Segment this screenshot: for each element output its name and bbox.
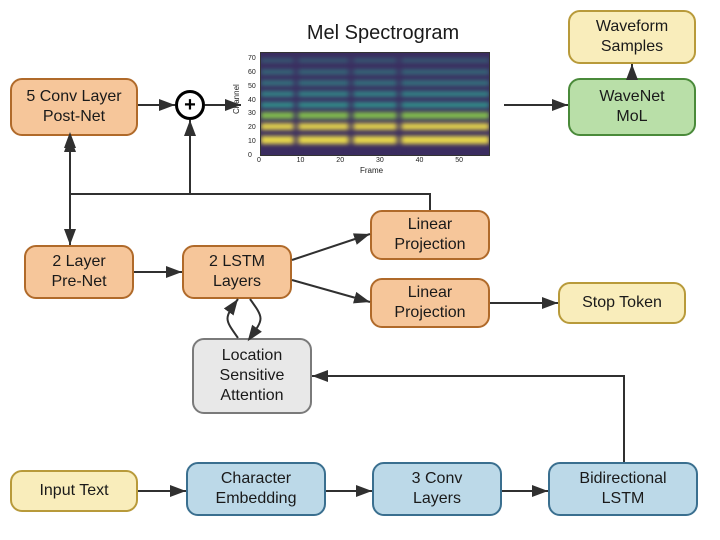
plus-junction-icon: + xyxy=(175,90,205,120)
bilstm-node: BidirectionalLSTM xyxy=(548,462,698,516)
postnet-node: 5 Conv LayerPost-Net xyxy=(10,78,138,136)
inputtext-node: Input Text xyxy=(10,470,138,512)
lstm-node: 2 LSTMLayers xyxy=(182,245,292,299)
linproj2-node: LinearProjection xyxy=(370,278,490,328)
mel-spectrogram-title: Mel Spectrogram xyxy=(288,22,478,45)
waveform-node: WaveformSamples xyxy=(568,10,696,64)
spectrogram-ylabel: Channel xyxy=(232,84,241,114)
conv3-node: 3 ConvLayers xyxy=(372,462,502,516)
attention-node: LocationSensitiveAttention xyxy=(192,338,312,414)
charembed-node: CharacterEmbedding xyxy=(186,462,326,516)
prenet-node: 2 LayerPre-Net xyxy=(24,245,134,299)
stoptoken-node: Stop Token xyxy=(558,282,686,324)
mel-spectrogram-plot xyxy=(260,52,490,156)
spectrogram-xlabel: Frame xyxy=(360,166,383,175)
linproj1-node: LinearProjection xyxy=(370,210,490,260)
wavenet-node: WaveNetMoL xyxy=(568,78,696,136)
